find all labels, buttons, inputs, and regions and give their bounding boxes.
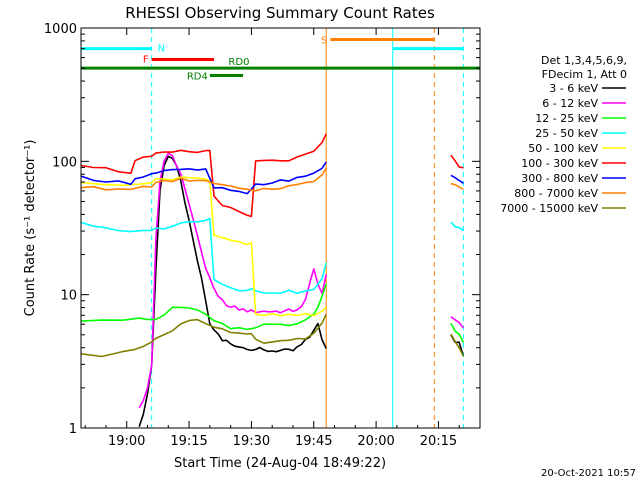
series-line-5-part-1 — [450, 154, 464, 169]
flag-label-4: S — [321, 35, 327, 46]
legend-label-8: 7000 - 15000 keV — [500, 202, 598, 215]
x-tick-label-1: 19:15 — [170, 434, 207, 449]
series-line-3 — [80, 217, 327, 295]
series-line-3-part-1 — [450, 221, 464, 232]
series-line-2 — [80, 283, 327, 331]
plot-data-area: NF RD0 RD4 S — [80, 28, 480, 428]
series-line-5 — [80, 133, 327, 218]
legend-label-0: 3 - 6 keV — [549, 82, 598, 95]
legend-label-5: 100 - 300 keV — [521, 157, 598, 170]
y-axis-label: Count Rate (s⁻¹ detector⁻¹) — [23, 140, 38, 317]
series-line-8 — [80, 313, 327, 358]
chart-title: RHESSI Observing Summary Count Rates — [125, 4, 435, 22]
series-line-7 — [80, 167, 327, 192]
legend-label-2: 12 - 25 keV — [535, 112, 598, 125]
flag-label-1: F — [143, 55, 149, 66]
series-line-6-part-1 — [450, 174, 464, 184]
legend-label-1: 6 - 12 keV — [542, 97, 598, 110]
y-tick-label-2: 100 — [52, 155, 77, 170]
series-line-2-part-1 — [450, 322, 465, 343]
x-axis-label: Start Time (24-Aug-04 18:49:22) — [174, 456, 386, 471]
flag-label-3: RD4 — [187, 72, 208, 83]
series-line-4 — [80, 176, 327, 317]
legend-header-0: Det 1,3,4,5,6,9, — [541, 54, 627, 67]
legend-label-7: 800 - 7000 keV — [514, 187, 598, 200]
flag-label-0: N — [158, 44, 165, 55]
x-tick-label-3: 19:45 — [295, 434, 332, 449]
x-tick-label-0: 19:00 — [108, 434, 145, 449]
legend-label-3: 25 - 50 keV — [535, 127, 598, 140]
flag-label-2: RD0 — [228, 57, 249, 68]
plot-frame — [80, 27, 481, 429]
series-line-6 — [80, 161, 327, 195]
x-tick-label-4: 20:00 — [357, 434, 394, 449]
y-tick-label-0: 1 — [69, 422, 77, 437]
legend-label-6: 300 - 800 keV — [521, 172, 598, 185]
series-line-0 — [138, 155, 327, 427]
y-tick-label-3: 1000 — [44, 22, 77, 37]
footer-date: 20-Oct-2021 10:57 — [541, 468, 636, 479]
series-line-1-part-1 — [450, 316, 465, 329]
legend-label-4: 50 - 100 keV — [528, 142, 598, 155]
series-line-1 — [138, 152, 327, 409]
y-tick-label-1: 10 — [60, 289, 77, 304]
legend: Det 1,3,4,5,6,9,FDecim 1, Att 03 - 6 keV… — [500, 54, 627, 215]
series-line-8-part-1 — [450, 333, 465, 357]
legend-header-1: FDecim 1, Att 0 — [542, 68, 627, 81]
series-line-7-part-1 — [450, 182, 464, 191]
x-tick-label-5: 20:15 — [420, 434, 457, 449]
x-tick-label-2: 19:30 — [233, 434, 270, 449]
axes: 19:00 19:15 19:30 19:45 20:00 20:15 1 10 100 1000 — [44, 22, 480, 449]
